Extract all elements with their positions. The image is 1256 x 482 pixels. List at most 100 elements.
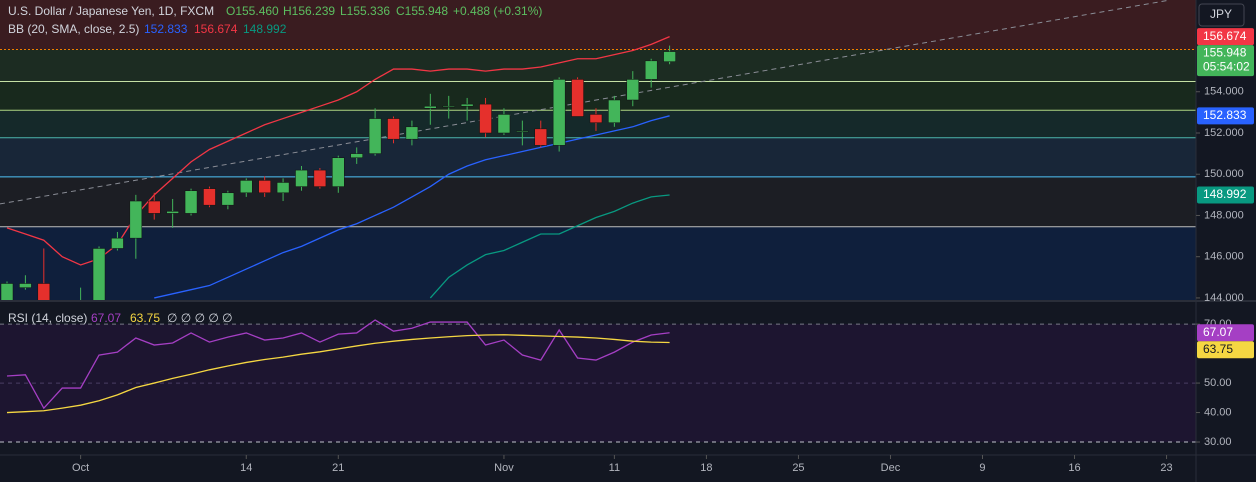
- x-tick-label: Dec: [881, 462, 901, 474]
- series-line: [6, 334, 670, 414]
- countdown: 05:54:02: [1203, 59, 1250, 73]
- candle-body: [589, 114, 603, 123]
- candle-body: [184, 190, 198, 214]
- x-tick-label: 16: [1068, 462, 1080, 474]
- currency-button[interactable]: [1198, 3, 1245, 27]
- bb-lower-value: 148.992: [243, 22, 287, 36]
- candle-body: [405, 126, 419, 140]
- candle-body: [644, 60, 658, 80]
- series-line: [154, 115, 670, 299]
- x-tick-label: Nov: [494, 462, 514, 474]
- zone: [0, 0, 1196, 50]
- rsi-value: 67.07: [91, 311, 121, 325]
- rsi-extra: ∅ ∅ ∅ ∅ ∅: [167, 311, 233, 325]
- rsi-band: [0, 324, 1196, 443]
- candle-body: [111, 237, 124, 249]
- bb-upper-value: 156.674: [194, 22, 238, 36]
- y-tick-label: 146.000: [1204, 251, 1244, 263]
- candle-body: [460, 103, 474, 107]
- x-tick-label: 21: [332, 462, 344, 474]
- series-line: [429, 194, 670, 299]
- candle-body: [240, 180, 253, 194]
- rsi-title: RSI (14, close): [8, 311, 87, 325]
- candle-body: [313, 169, 327, 187]
- price-badge: [1197, 28, 1254, 46]
- price-badge-label: 156.674: [1203, 29, 1247, 43]
- candle-body: [332, 157, 345, 187]
- y-tick-label: 30.00: [1204, 436, 1232, 448]
- candle-body: [129, 200, 143, 239]
- candle-body: [571, 79, 584, 117]
- price-badge: [1197, 107, 1254, 125]
- price-badge-label: 67.07: [1203, 325, 1233, 339]
- ohlc-high: H156.239: [283, 4, 335, 18]
- change: +0.488 (+0.31%): [453, 4, 542, 18]
- price-axis-bg: [1196, 0, 1256, 482]
- candle-body: [608, 99, 621, 123]
- candle-body: [516, 130, 529, 133]
- zone: [0, 137, 1196, 177]
- ohlc-close: C155.948: [396, 4, 448, 18]
- indicator-title: BB (20, SMA, close, 2.5): [8, 22, 139, 36]
- candle-body: [497, 114, 511, 134]
- y-tick-label: 50.00: [1204, 377, 1232, 389]
- y-tick-label: 152.000: [1204, 127, 1244, 139]
- x-tick-label: 18: [700, 462, 712, 474]
- bb-basis-value: 152.833: [144, 22, 188, 36]
- series-line: [6, 319, 670, 410]
- candle-body: [147, 200, 161, 214]
- x-tick-label: 14: [240, 462, 252, 474]
- candle-body: [368, 118, 382, 154]
- candle-body: [166, 211, 179, 214]
- x-tick-label: 11: [609, 462, 620, 474]
- candle-body: [350, 153, 363, 158]
- candle-body: [19, 283, 32, 288]
- x-tick-label: 23: [1160, 462, 1172, 474]
- zone: [0, 49, 1196, 82]
- x-tick-label: 25: [792, 462, 804, 474]
- zone: [0, 226, 1196, 300]
- x-tick-label: 9: [979, 462, 985, 474]
- candle-body: [75, 306, 87, 307]
- price-badge-label: 63.75: [1203, 342, 1233, 356]
- zone: [0, 176, 1196, 227]
- candle-body: [221, 192, 235, 206]
- time-axis-bg: [0, 455, 1256, 482]
- candle-body: [387, 118, 400, 140]
- candle-body: [479, 103, 492, 134]
- price-pane: [0, 0, 1196, 307]
- price-badge-label: 152.833: [1203, 108, 1247, 122]
- candle-body: [258, 180, 271, 194]
- price-badge: [1197, 341, 1254, 359]
- ohlc-open: O155.460: [226, 4, 279, 18]
- candle-body: [295, 169, 308, 187]
- zone: [0, 81, 1196, 111]
- legends: U.S. Dollar / Japanese Yen, 1D, FXCM O15…: [8, 3, 1245, 325]
- x-tick-label: Oct: [72, 462, 89, 474]
- candle-body: [203, 188, 216, 206]
- y-tick-label: 150.000: [1204, 168, 1244, 180]
- price-badge-label: 148.992: [1203, 187, 1247, 201]
- symbol-title: U.S. Dollar / Japanese Yen, 1D, FXCM: [8, 4, 214, 18]
- candle-body: [424, 105, 437, 109]
- currency-label[interactable]: JPY: [1210, 7, 1232, 21]
- candle-body: [663, 51, 676, 62]
- rsi-pane: [0, 319, 1196, 443]
- y-tick-label: 154.000: [1204, 86, 1244, 98]
- price-badge: [1197, 45, 1254, 77]
- price-badge: [1197, 186, 1254, 204]
- y-tick-label: 144.000: [1204, 292, 1244, 304]
- ohlc-low: L155.336: [340, 4, 390, 18]
- candle-body: [534, 128, 548, 146]
- candle-body: [276, 182, 290, 194]
- candle-body: [442, 105, 455, 108]
- rsi-ma-value: 63.75: [130, 311, 160, 325]
- price-badge: [1197, 324, 1254, 342]
- candle-body: [37, 283, 51, 300]
- y-tick-label: 40.00: [1204, 406, 1232, 418]
- y-tick-label: 148.000: [1204, 209, 1244, 221]
- candle-body: [0, 283, 14, 300]
